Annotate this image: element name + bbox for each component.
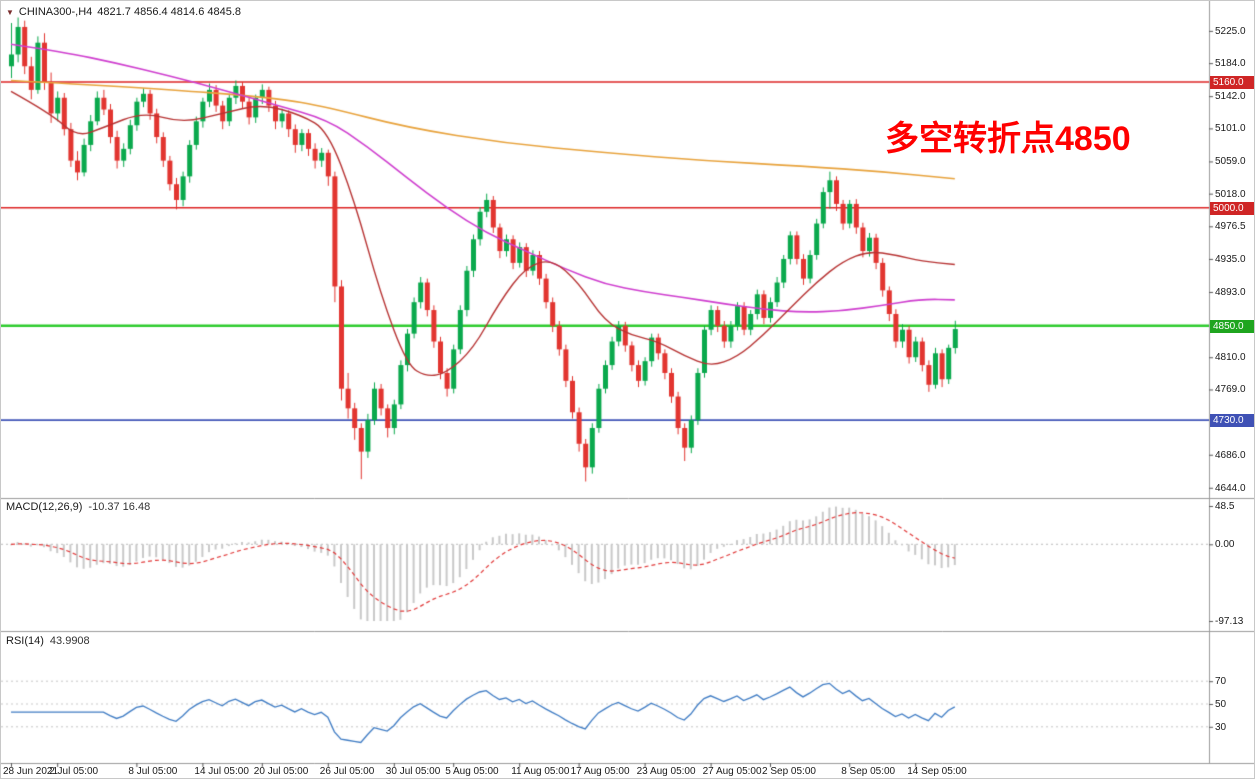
symbol-readout: ▼ CHINA300-,H4 4821.7 4856.4 4814.6 4845… [6, 6, 241, 18]
rsi-value: 43.9908 [49, 635, 90, 647]
macd-name: MACD(12,26,9) [6, 501, 83, 513]
ohlc-values: 4821.7 4856.4 4814.6 4845.8 [97, 6, 242, 18]
symbol-period-label: CHINA300-,H4 [18, 6, 93, 18]
rsi-name: RSI(14) [6, 635, 44, 647]
rsi-indicator-label: RSI(14) 43.9908 [6, 635, 90, 647]
macd-values: -10.37 16.48 [88, 501, 151, 513]
macd-indicator-label: MACD(12,26,9) -10.37 16.48 [6, 501, 150, 513]
collapse-arrow-icon[interactable]: ▼ [6, 7, 14, 17]
annotation-text: 多空转折点4850 [885, 120, 1131, 158]
